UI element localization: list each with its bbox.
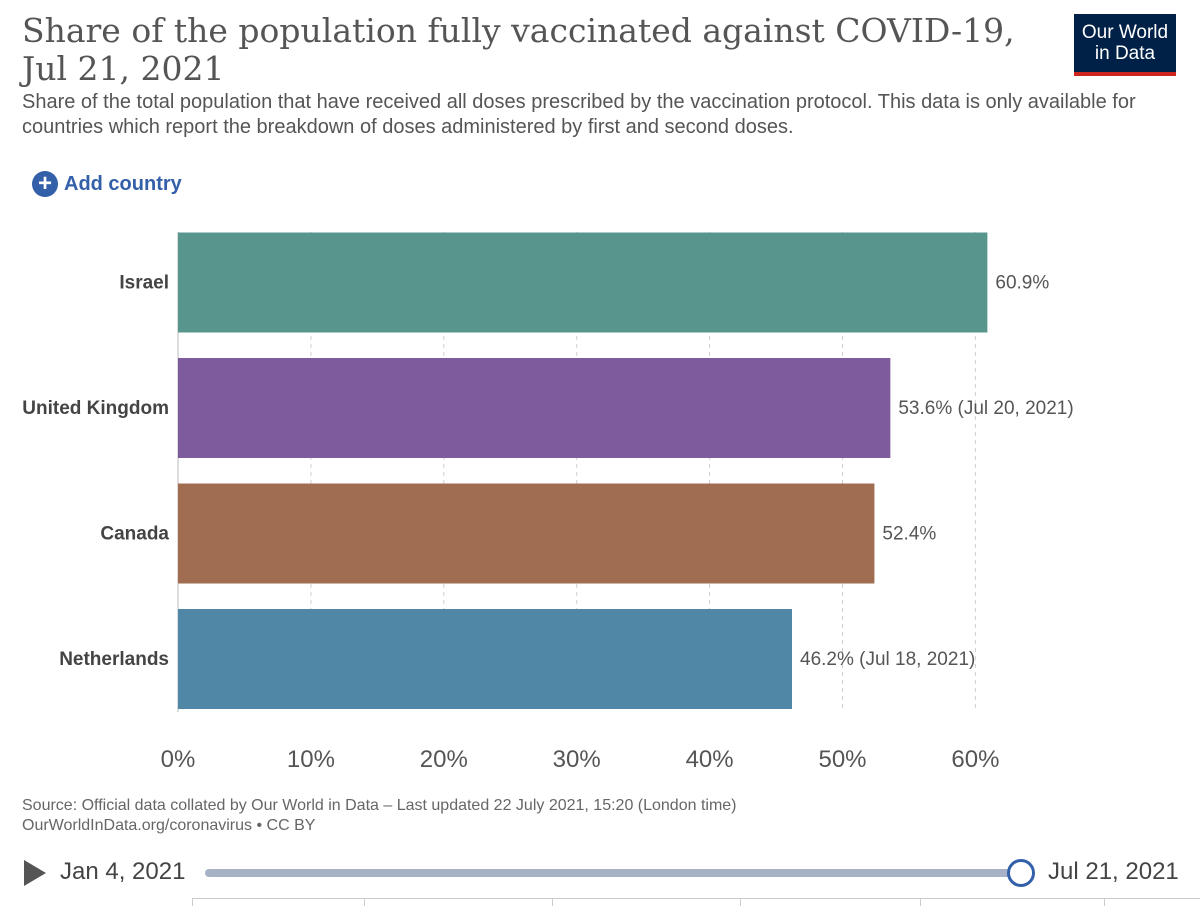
owid-logo[interactable]: Our World in Data — [1074, 14, 1176, 76]
play-icon[interactable] — [24, 860, 46, 886]
timeline-end-date[interactable]: Jul 21, 2021 — [1048, 858, 1179, 885]
timeline-handle[interactable] — [1007, 859, 1035, 887]
bar-chart: Israel 60.9% United Kingdom 53.6% (Jul 20, … — [22, 232, 1074, 773]
labels: Israel 60.9% United Kingdom 53.6% (Jul 20, … — [22, 273, 1073, 671]
x-tick-label: 20% — [420, 746, 468, 773]
source-note: Source: Official data collated by Our Wo… — [22, 796, 737, 836]
value-label: 46.2% (Jul 18, 2021) — [800, 649, 975, 670]
x-axis: 0% 10% 20% 30% 40% 50% 60% — [161, 746, 1000, 773]
add-country-label: Add country — [64, 172, 182, 195]
value-label: 52.4% — [882, 524, 936, 545]
bar[interactable] — [178, 609, 793, 709]
value-label: 60.9% — [995, 273, 1049, 294]
category-label[interactable]: Netherlands — [59, 649, 169, 670]
chart-title: Share of the population fully vaccinated… — [22, 11, 1015, 88]
x-tick-label: 10% — [287, 746, 335, 773]
bars — [178, 232, 988, 709]
chart-subtitle: Share of the total population that have … — [22, 91, 1136, 138]
category-label[interactable]: Israel — [119, 273, 169, 294]
value-label: 53.6% (Jul 20, 2021) — [898, 398, 1073, 419]
add-country-button[interactable]: + Add country — [32, 170, 182, 198]
x-tick-label: 40% — [686, 746, 734, 773]
timeline-track[interactable] — [205, 869, 1020, 877]
timeline-start-date[interactable]: Jan 4, 2021 — [60, 858, 186, 885]
logo-line-2: in Data — [1094, 43, 1156, 64]
x-tick-label: 30% — [553, 746, 601, 773]
timeline: Jan 4, 2021 Jul 21, 2021 — [0, 850, 1200, 906]
source-line-2: OurWorldInData.org/coronavirus • CC BY — [22, 817, 316, 834]
bar[interactable] — [178, 358, 891, 458]
x-tick-label: 60% — [951, 746, 999, 773]
plus-circle-icon: + — [32, 171, 58, 197]
bar[interactable] — [178, 483, 875, 584]
bar[interactable] — [178, 232, 988, 333]
x-tick-label: 0% — [161, 746, 196, 773]
timeline-scrubber — [192, 898, 1200, 906]
category-label[interactable]: United Kingdom — [22, 398, 169, 419]
category-label[interactable]: Canada — [100, 524, 169, 545]
source-line-1: Source: Official data collated by Our Wo… — [22, 797, 737, 814]
logo-line-1: Our World — [1081, 22, 1169, 43]
x-tick-label: 50% — [818, 746, 866, 773]
